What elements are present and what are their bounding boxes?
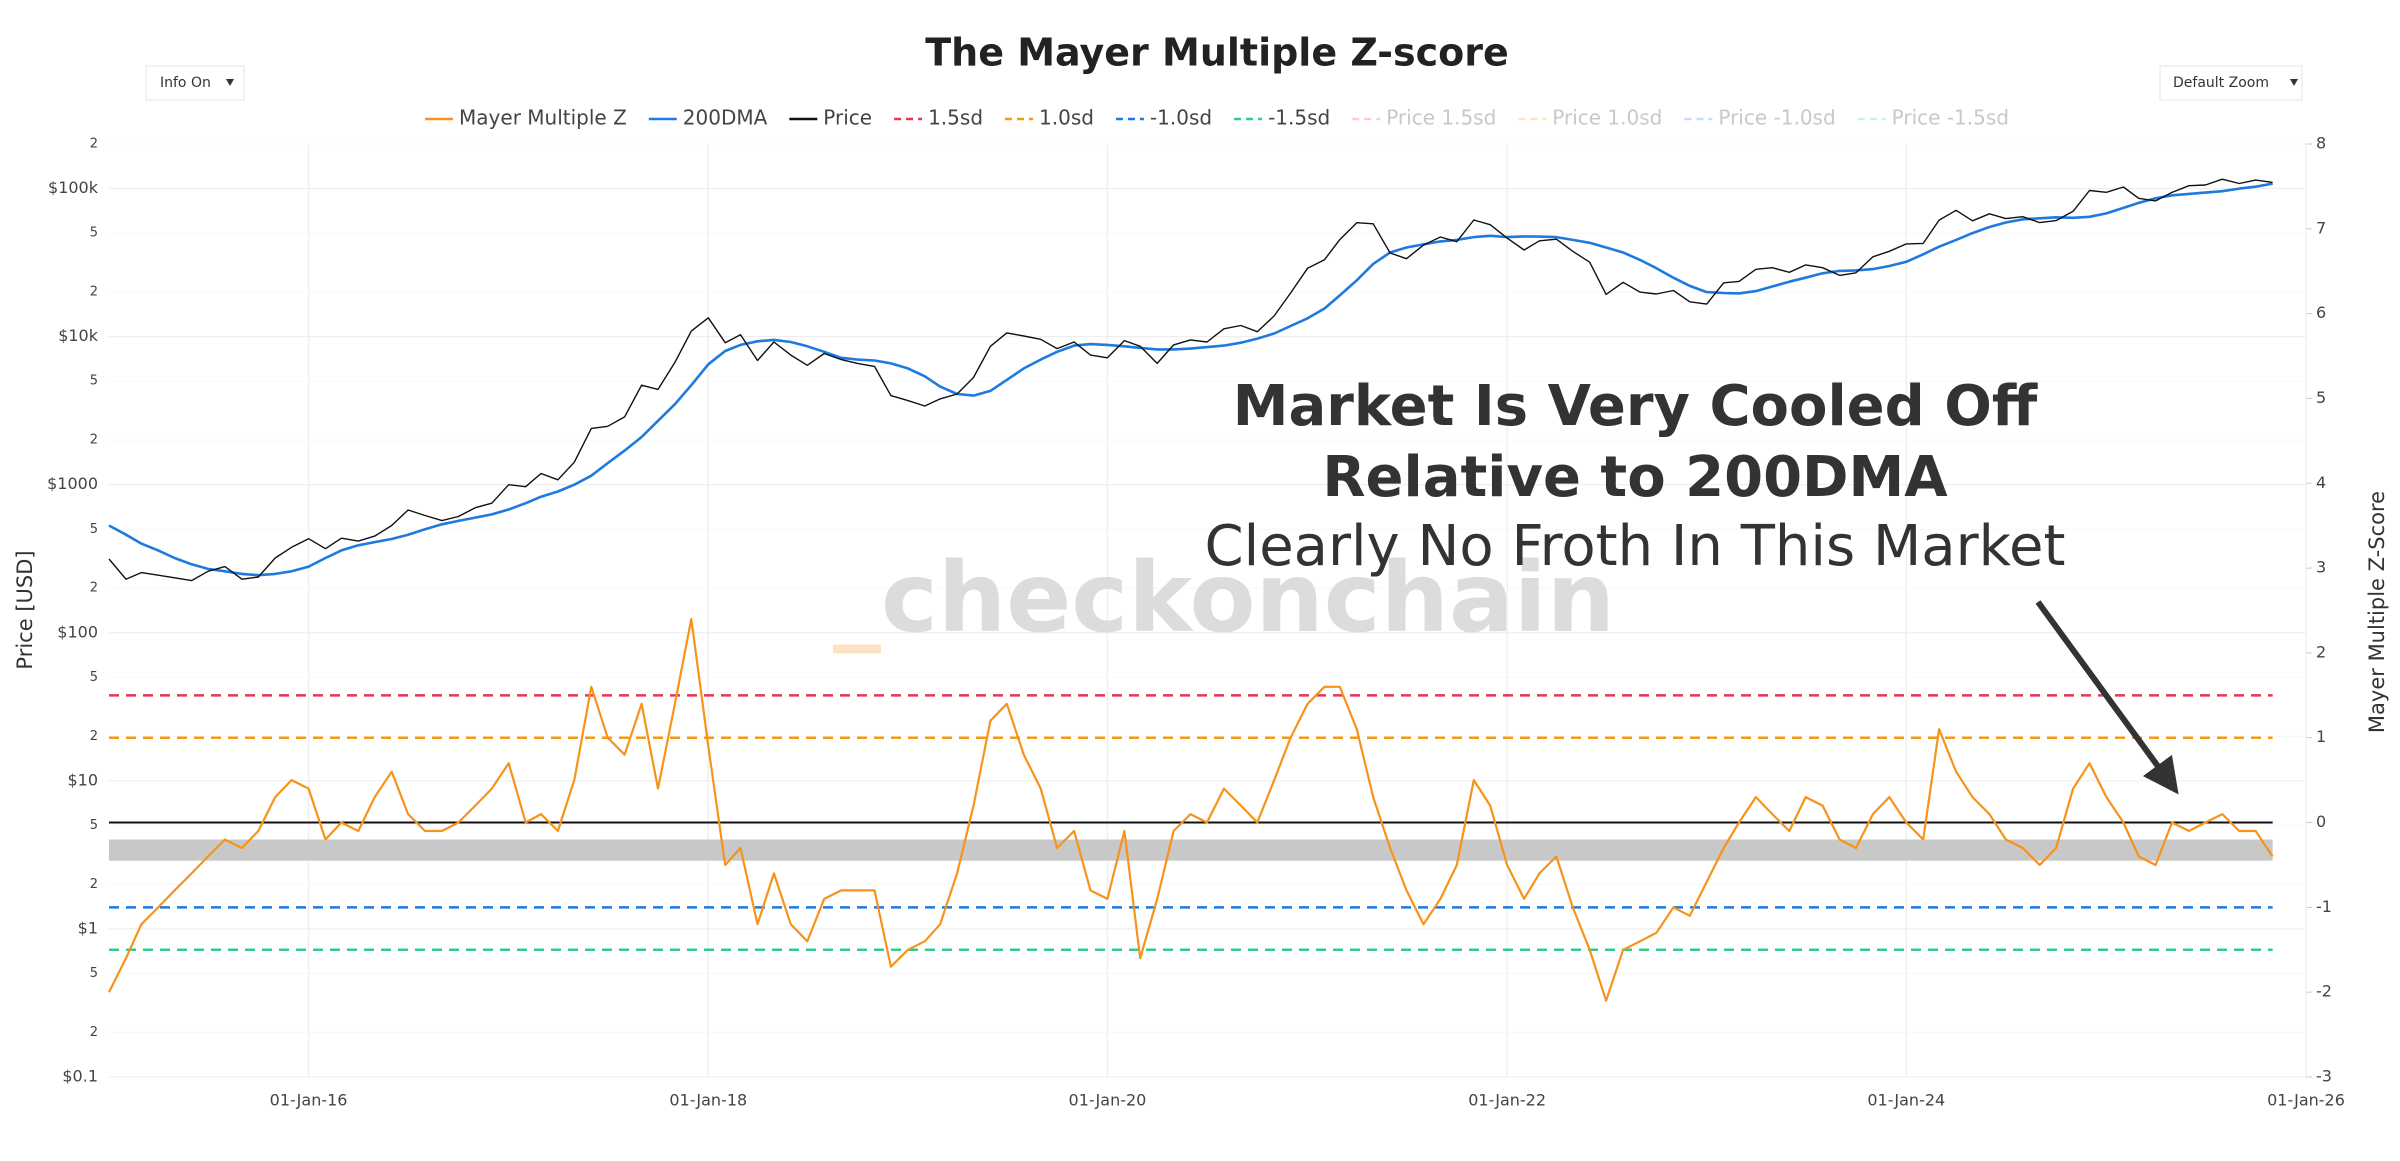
y2-tick-label: -2 — [2316, 982, 2332, 1001]
legend-item[interactable]: -1.5sd — [1234, 106, 1330, 130]
y2-tick-label: 0 — [2316, 812, 2326, 831]
annotation: Market Is Very Cooled Off — [1233, 374, 2038, 439]
annotation: Clearly No Froth In This Market — [1205, 514, 2066, 579]
legend-item[interactable]: Mayer Multiple Z — [425, 106, 627, 130]
legend-label: Price 1.5sd — [1386, 106, 1496, 130]
y2-tick-label: 1 — [2316, 727, 2326, 746]
y-tick-label: 2 — [90, 729, 98, 744]
y-tick-label: 5 — [90, 818, 98, 833]
button-label[interactable]: Default Zoom — [2173, 75, 2269, 91]
series-line — [108, 182, 2273, 577]
watermark-text: checkonchain — [881, 542, 1615, 654]
dropdown-icon — [2290, 79, 2298, 86]
y2-axis-title: Mayer Multiple Z-Score — [2365, 491, 2389, 733]
y-tick-label: $100 — [57, 622, 98, 641]
button-label[interactable]: Info On — [160, 75, 211, 91]
legend-label: 1.5sd — [928, 106, 983, 130]
plot-area — [108, 178, 2274, 1002]
legend-label: -1.5sd — [1268, 106, 1330, 130]
y-tick-label: 5 — [90, 670, 98, 685]
y-tick-label: $10k — [58, 326, 99, 345]
y2-tick-label: 6 — [2316, 303, 2326, 322]
button-frame — [145, 65, 245, 101]
dropdown-icon — [226, 79, 234, 86]
annotation-arrow — [2035, 600, 2179, 795]
watermark-prefix: _ — [833, 542, 881, 654]
legend: Mayer Multiple Z 200DMA Price 1.5sd 1.0sd -1.… — [425, 106, 2009, 130]
x-tick-label: 01-Jan-16 — [270, 1091, 348, 1110]
band — [109, 839, 2273, 861]
zoom-button[interactable]: Default Zoom — [2159, 65, 2303, 101]
legend-item[interactable]: 1.5sd — [894, 106, 983, 130]
y-tick-label: 2 — [90, 137, 98, 152]
legend-label: Price -1.5sd — [1892, 106, 2009, 130]
grid — [109, 143, 2312, 1078]
y2-tick-label: 3 — [2316, 558, 2326, 577]
legend-label: 200DMA — [683, 106, 768, 130]
series-line — [108, 178, 2273, 582]
watermark: _checkonchain — [833, 542, 1615, 654]
y-tick-label: $0.1 — [62, 1067, 98, 1086]
y-tick-label: $1000 — [47, 474, 98, 493]
x-tick-label: 01-Jan-26 — [2267, 1091, 2345, 1110]
x-tick-label: 01-Jan-18 — [669, 1091, 747, 1110]
legend-label: Price — [823, 106, 872, 130]
y-tick-label: 2 — [90, 1025, 98, 1040]
y-tick-label: 5 — [90, 374, 98, 389]
x-tick-label: 01-Jan-24 — [1867, 1091, 1945, 1110]
legend-item[interactable]: Price -1.0sd — [1684, 106, 1836, 130]
legend-label: Mayer Multiple Z — [459, 106, 627, 130]
y2-tick-label: 8 — [2316, 134, 2326, 153]
legend-item[interactable]: Price 1.0sd — [1518, 106, 1662, 130]
legend-item[interactable]: 1.0sd — [1005, 106, 1094, 130]
y-tick-label: 5 — [90, 966, 98, 981]
info-button[interactable]: Info On — [145, 65, 245, 101]
legend-label: Price -1.0sd — [1718, 106, 1835, 130]
x-tick-label: 01-Jan-22 — [1468, 1091, 1546, 1110]
y-tick-label: 5 — [90, 226, 98, 241]
chart-title: The Mayer Multiple Z-score — [925, 31, 1509, 75]
legend-item[interactable]: Price 1.5sd — [1352, 106, 1496, 130]
legend-item[interactable]: -1.0sd — [1115, 106, 1212, 130]
y-axis-title: Price [USD] — [13, 550, 37, 669]
legend-item[interactable]: 200DMA — [648, 106, 768, 130]
y2-tick-label: 7 — [2316, 218, 2326, 237]
y-tick-label: 2 — [90, 285, 98, 300]
legend-label: -1.0sd — [1150, 106, 1212, 130]
y2-tick-label: -1 — [2316, 897, 2332, 916]
button-frame — [2159, 65, 2303, 101]
series-line — [108, 617, 2274, 1002]
y-tick-label: $1 — [78, 918, 98, 937]
y2-tick-label: 5 — [2316, 388, 2326, 407]
y-tick-label: 2 — [90, 581, 98, 596]
y-tick-label: 2 — [90, 877, 98, 892]
y-tick-label: 5 — [90, 522, 98, 537]
legend-item[interactable]: Price — [789, 106, 872, 130]
y-tick-label: $10 — [67, 770, 98, 789]
annotation: Relative to 200DMA — [1322, 445, 1948, 510]
y-tick-label: $100k — [48, 178, 99, 197]
legend-label: 1.0sd — [1039, 106, 1094, 130]
y2-tick-label: -3 — [2316, 1067, 2332, 1086]
y2-tick-label: 4 — [2316, 473, 2326, 492]
x-tick-label: 01-Jan-20 — [1069, 1091, 1147, 1110]
y2-tick-label: 2 — [2316, 642, 2326, 661]
legend-item[interactable]: Price -1.5sd — [1857, 106, 2009, 130]
legend-label: Price 1.0sd — [1552, 106, 1662, 130]
y-tick-label: 2 — [90, 433, 98, 448]
